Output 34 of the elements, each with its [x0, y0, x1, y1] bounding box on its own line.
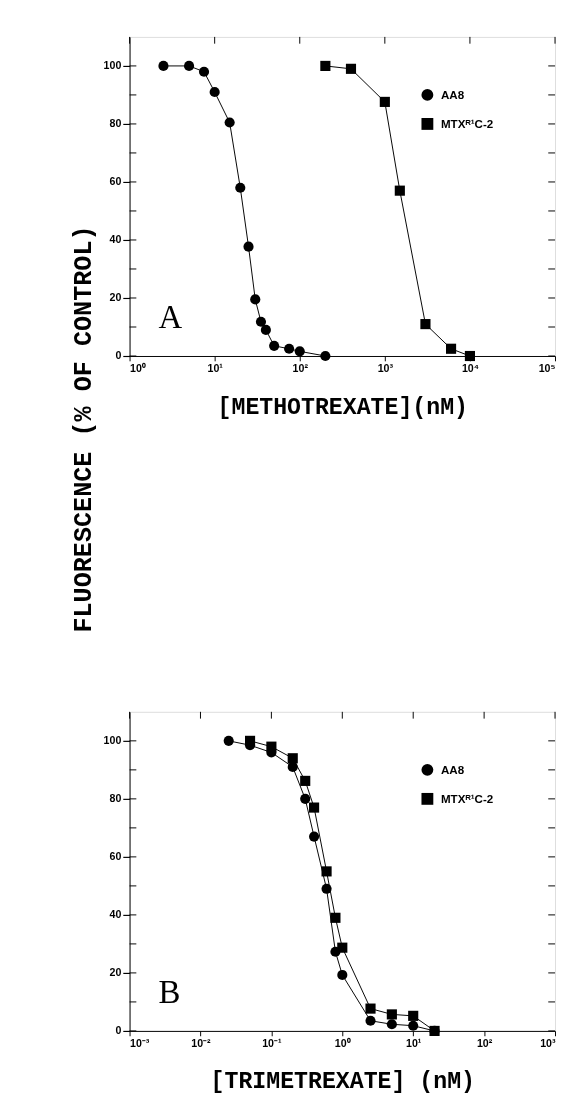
- x-tick-label: 10⁻³: [130, 1036, 150, 1049]
- y-tick-label: 60: [109, 850, 122, 863]
- y-tick-label: 40: [109, 233, 122, 246]
- legend-label: AA8: [440, 762, 465, 776]
- x-tick-label: 10⁰: [130, 361, 146, 374]
- y-tick-label: 40: [109, 908, 122, 921]
- legend-label: MTXᴿ¹C-2: [440, 791, 494, 805]
- y-axis-title: FLUORESCENCE (% OF CONTROL): [70, 225, 100, 633]
- x-tick-label: 10⁴: [461, 361, 479, 374]
- x-tick-label: 10⁵: [538, 361, 556, 374]
- y-tick-label: 80: [109, 792, 122, 805]
- x-tick-label: 10²: [476, 1036, 493, 1049]
- y-tick-label: 20: [109, 291, 122, 304]
- y-tick-label: 0: [115, 1024, 122, 1037]
- x-tick-label: 10⁰: [334, 1036, 351, 1049]
- y-tick-label: 100: [103, 734, 122, 747]
- annotation: B: [158, 973, 181, 1010]
- y-tick-label: 100: [103, 59, 122, 72]
- x-tick-label: 10²: [292, 361, 309, 374]
- annotation: A: [158, 298, 183, 335]
- x-tick-label: 10⁻¹: [262, 1036, 283, 1049]
- legend-label: MTXᴿ¹C-2: [440, 116, 494, 130]
- x-axis-title: [TRIMETREXATE] (nM): [210, 1069, 475, 1096]
- legend-label: AA8: [440, 87, 465, 101]
- x-tick-label: 10¹: [406, 1036, 422, 1049]
- y-tick-label: 0: [115, 349, 122, 362]
- x-tick-label: 10³: [540, 1036, 556, 1049]
- y-tick-label: 80: [109, 117, 122, 130]
- y-tick-label: 60: [109, 175, 122, 188]
- x-tick-label: 10³: [377, 361, 394, 374]
- x-axis-title: [METHOTREXATE](nM): [217, 394, 469, 421]
- y-tick-label: 20: [109, 966, 122, 979]
- x-tick-label: 10¹: [207, 361, 224, 374]
- x-tick-label: 10⁻²: [191, 1036, 212, 1049]
